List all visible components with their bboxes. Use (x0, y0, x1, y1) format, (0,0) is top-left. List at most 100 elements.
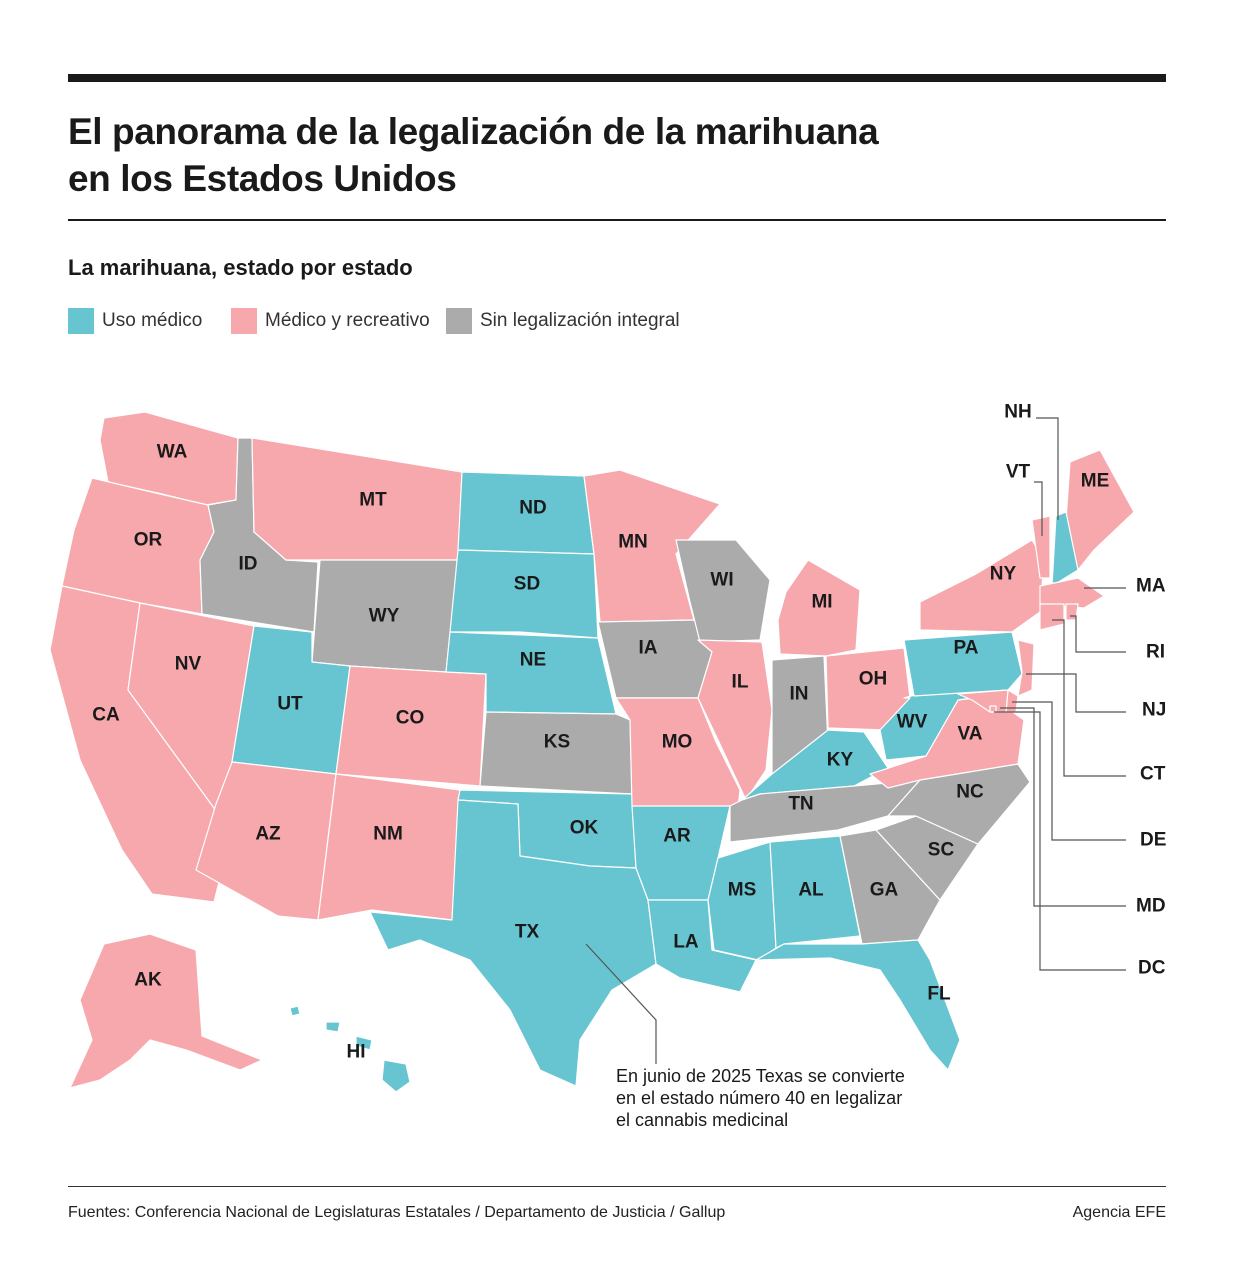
state-label-CO: CO (396, 708, 425, 729)
legend-item-medical: Uso médico (68, 308, 202, 334)
hawaii-island-big (381, 1059, 411, 1093)
state-label-CT: CT (1140, 764, 1166, 785)
state-label-LA: LA (673, 932, 699, 953)
leader-MD (1000, 707, 1126, 907)
state-CO (335, 665, 487, 787)
state-label-AK: AK (134, 970, 162, 991)
state-PA (903, 631, 1023, 697)
footer-divider (68, 1186, 1166, 1187)
leader-NH (1036, 417, 1059, 520)
state-label-TX: TX (515, 922, 540, 943)
state-label-OR: OR (134, 530, 163, 551)
leader-DE (1012, 701, 1126, 841)
state-label-RI: RI (1146, 642, 1165, 663)
state-label-TN: TN (788, 794, 813, 815)
top-rule (68, 74, 1166, 82)
state-label-WA: WA (157, 442, 188, 463)
state-label-AR: AR (663, 826, 691, 847)
state-label-MT: MT (359, 490, 387, 511)
state-label-NM: NM (373, 824, 403, 845)
state-label-MA: MA (1136, 576, 1166, 597)
state-label-MS: MS (728, 880, 757, 901)
state-AK (69, 933, 263, 1089)
state-KS (479, 711, 633, 795)
state-MN (583, 469, 721, 623)
state-label-OH: OH (859, 669, 888, 690)
state-label-WI: WI (710, 570, 733, 591)
state-label-IL: IL (732, 672, 749, 693)
legend-label-recreational: Médico y recreativo (265, 310, 430, 331)
state-label-KY: KY (827, 750, 854, 771)
state-label-WV: WV (897, 712, 928, 733)
legend-item-none: Sin legalización integral (446, 308, 680, 334)
annotation-line-2: en el estado número 40 en legalizar (616, 1088, 903, 1108)
state-NM (317, 773, 461, 921)
texas-annotation: En junio de 2025 Texas se convierte en e… (616, 1065, 916, 1131)
state-label-NJ: NJ (1142, 700, 1166, 721)
state-MT (251, 437, 463, 561)
state-label-WY: WY (369, 606, 400, 627)
state-ME (1065, 449, 1135, 571)
state-DC (989, 705, 997, 713)
state-label-OK: OK (570, 818, 599, 839)
state-label-VA: VA (958, 724, 983, 745)
state-label-MI: MI (811, 592, 832, 613)
state-GA (839, 829, 941, 945)
state-label-NC: NC (956, 782, 984, 803)
state-label-CA: CA (92, 705, 120, 726)
state-NY (919, 539, 1045, 633)
leader-VT (1034, 481, 1043, 536)
legend-label-none: Sin legalización integral (480, 310, 680, 331)
title-divider (68, 219, 1166, 221)
state-NJ (1017, 639, 1035, 697)
state-MI (777, 559, 861, 657)
state-label-SD: SD (514, 574, 540, 595)
leader-CT (1052, 619, 1126, 777)
state-label-NY: NY (990, 564, 1017, 585)
state-label-VT: VT (1006, 462, 1031, 483)
state-NH (1051, 511, 1079, 587)
state-label-KS: KS (544, 732, 570, 753)
legend-swatch-recreational (231, 308, 257, 334)
legend-swatch-medical (68, 308, 94, 334)
hawaii-island-maui (355, 1035, 373, 1051)
state-label-DE: DE (1140, 830, 1166, 851)
annotation-line-1: En junio de 2025 Texas se convierte (616, 1066, 905, 1086)
state-label-DC: DC (1138, 958, 1166, 979)
state-IA (597, 619, 713, 699)
map-subtitle: La marihuana, estado por estado (68, 255, 413, 280)
state-label-GA: GA (870, 880, 899, 901)
state-WI (675, 539, 771, 643)
legend-label-medical: Uso médico (102, 310, 203, 331)
state-label-AZ: AZ (255, 824, 281, 845)
state-MS (707, 841, 777, 961)
state-label-IN: IN (790, 684, 809, 705)
state-label-FL: FL (927, 984, 951, 1005)
state-label-IA: IA (639, 638, 658, 659)
leader-DC (994, 711, 1126, 971)
state-label-NE: NE (520, 650, 546, 671)
hawaii-island-kauai (289, 1005, 301, 1017)
agency-credit: Agencia EFE (1072, 1204, 1166, 1221)
state-label-NV: NV (175, 654, 202, 675)
legend-swatch-none (446, 308, 472, 334)
state-CT (1039, 603, 1065, 631)
state-MA (1039, 577, 1105, 609)
state-label-HI: HI (347, 1042, 366, 1063)
state-TX (369, 799, 657, 1087)
state-label-ND: ND (519, 498, 546, 519)
state-HI (289, 1005, 411, 1093)
page-title: El panorama de la legalización de la mar… (68, 111, 879, 199)
leader-RI (1070, 615, 1126, 653)
leader-NJ (1026, 673, 1126, 713)
state-label-MO: MO (662, 732, 693, 753)
state-label-UT: UT (277, 694, 303, 715)
state-label-AL: AL (798, 880, 824, 901)
annotation-line-3: el cannabis medicinal (616, 1110, 789, 1130)
state-label-SC: SC (928, 840, 955, 861)
state-AL (769, 835, 861, 949)
hawaii-island-oahu (325, 1021, 341, 1033)
state-label-MD: MD (1136, 896, 1166, 917)
state-SD (449, 549, 599, 639)
